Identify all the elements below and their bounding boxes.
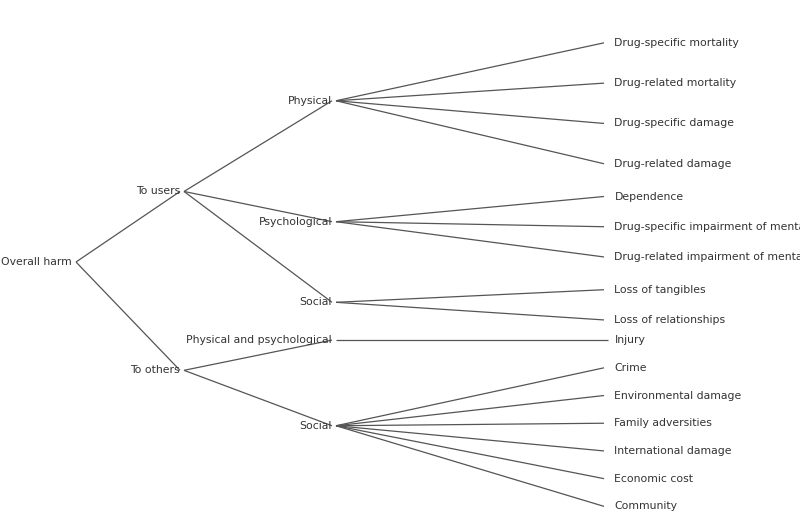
Text: Loss of tangibles: Loss of tangibles [614, 285, 706, 294]
Text: Crime: Crime [614, 363, 647, 373]
Text: Social: Social [300, 297, 332, 307]
Text: Psychological: Psychological [258, 217, 332, 227]
Text: Economic cost: Economic cost [614, 474, 694, 484]
Text: Drug-specific mortality: Drug-specific mortality [614, 38, 739, 48]
Text: Community: Community [614, 501, 678, 511]
Text: Drug-specific impairment of mental functioning: Drug-specific impairment of mental funct… [614, 222, 800, 232]
Text: Drug-related mortality: Drug-related mortality [614, 78, 737, 88]
Text: Loss of relationships: Loss of relationships [614, 315, 726, 325]
Text: To others: To others [130, 365, 180, 375]
Text: Injury: Injury [614, 335, 646, 345]
Text: To users: To users [136, 187, 180, 196]
Text: Physical: Physical [288, 96, 332, 106]
Text: Family adversities: Family adversities [614, 418, 712, 428]
Text: Drug-related impairment of mental functioning: Drug-related impairment of mental functi… [614, 252, 800, 262]
Text: Overall harm: Overall harm [2, 257, 72, 267]
Text: International damage: International damage [614, 446, 732, 456]
Text: Social: Social [300, 421, 332, 431]
Text: Dependence: Dependence [614, 191, 683, 202]
Text: Drug-related damage: Drug-related damage [614, 159, 732, 169]
Text: Physical and psychological: Physical and psychological [186, 335, 332, 345]
Text: Drug-specific damage: Drug-specific damage [614, 118, 734, 128]
Text: Environmental damage: Environmental damage [614, 390, 742, 400]
